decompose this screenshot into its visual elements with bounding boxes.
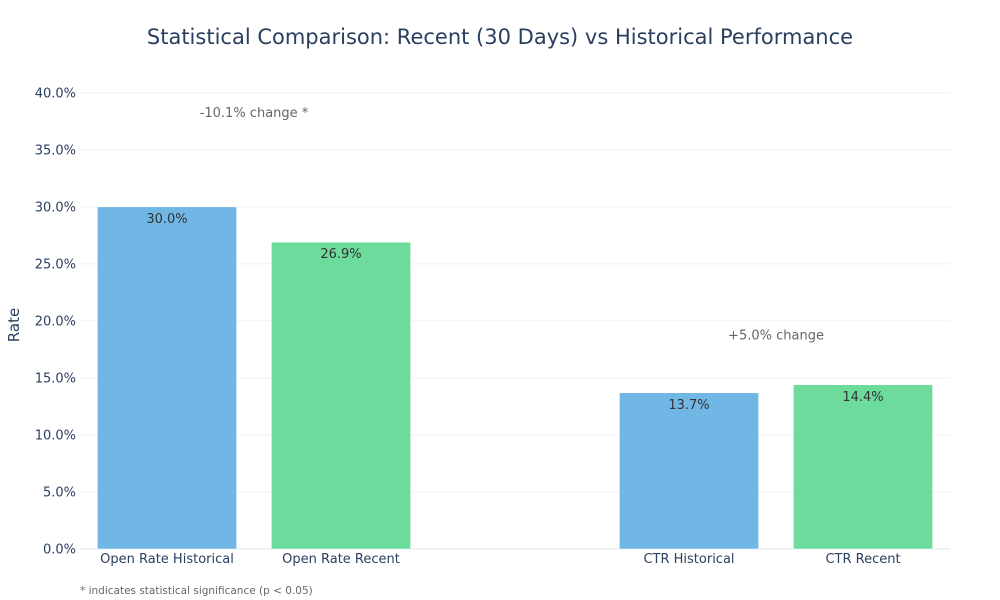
change-annotation: +5.0% change bbox=[728, 329, 824, 344]
change-annotation: -10.1% change * bbox=[200, 106, 309, 121]
y-tick-label: 35.0% bbox=[35, 143, 76, 158]
y-tick-label: 20.0% bbox=[35, 314, 76, 329]
bar-value-label: 26.9% bbox=[320, 247, 361, 262]
y-axis-ticks: 0.0% 5.0% 10.0% 15.0% 20.0% 25.0% 30.0% 35.0% 40… bbox=[35, 86, 76, 557]
bar bbox=[271, 241, 411, 550]
bar-value-label: 30.0% bbox=[146, 212, 187, 227]
y-tick-label: 15.0% bbox=[35, 371, 76, 386]
y-tick-label: 5.0% bbox=[43, 485, 76, 500]
data-labels: 30.0% 26.9% 13.7% 14.4% bbox=[146, 212, 883, 413]
y-tick-label: 40.0% bbox=[35, 86, 76, 101]
bars bbox=[97, 206, 933, 550]
x-tick-label: Open Rate Recent bbox=[282, 552, 400, 567]
x-tick-label: CTR Historical bbox=[643, 552, 734, 567]
bar-value-label: 13.7% bbox=[668, 398, 709, 413]
x-tick-label: Open Rate Historical bbox=[100, 552, 234, 567]
y-tick-label: 25.0% bbox=[35, 257, 76, 272]
bar bbox=[97, 206, 237, 550]
footnote: * indicates statistical significance (p … bbox=[80, 585, 313, 597]
x-axis-ticks: Open Rate Historical Open Rate Recent CTR … bbox=[100, 552, 900, 567]
bar-value-label: 14.4% bbox=[842, 390, 883, 405]
y-axis-label: Rate bbox=[5, 308, 23, 342]
y-tick-label: 10.0% bbox=[35, 428, 76, 443]
y-tick-label: 0.0% bbox=[43, 543, 76, 558]
bar bbox=[619, 392, 759, 550]
y-tick-label: 30.0% bbox=[35, 200, 76, 215]
chart-title: Statistical Comparison: Recent (30 Days)… bbox=[147, 25, 853, 49]
annotations: -10.1% change * +5.0% change bbox=[200, 106, 824, 343]
bar bbox=[793, 384, 933, 550]
x-tick-label: CTR Recent bbox=[825, 552, 900, 567]
